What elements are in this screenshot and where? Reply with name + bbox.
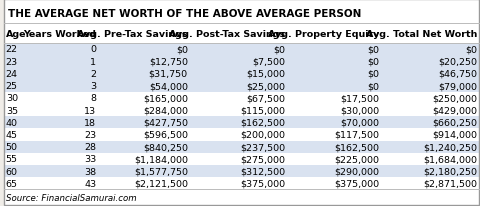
Text: $70,000: $70,000 bbox=[341, 118, 380, 127]
Text: $54,000: $54,000 bbox=[149, 82, 188, 91]
Text: $162,500: $162,500 bbox=[335, 143, 380, 151]
Text: 33: 33 bbox=[84, 155, 96, 164]
Text: $375,000: $375,000 bbox=[240, 179, 285, 188]
Text: $250,000: $250,000 bbox=[432, 94, 477, 103]
Bar bbox=[4, 141, 479, 153]
Text: Avg. Total Net Worth: Avg. Total Net Worth bbox=[366, 29, 477, 38]
Text: 22: 22 bbox=[6, 45, 18, 54]
Text: $1,684,000: $1,684,000 bbox=[423, 155, 477, 164]
Bar bbox=[4, 117, 479, 129]
Text: Source: FinancialSamurai.com: Source: FinancialSamurai.com bbox=[6, 193, 136, 202]
Text: $914,000: $914,000 bbox=[432, 130, 477, 139]
Text: $30,000: $30,000 bbox=[341, 106, 380, 115]
Bar bbox=[4, 165, 479, 177]
Text: 18: 18 bbox=[84, 118, 96, 127]
Text: $375,000: $375,000 bbox=[335, 179, 380, 188]
Text: 28: 28 bbox=[84, 143, 96, 151]
Text: 50: 50 bbox=[6, 143, 18, 151]
Bar bbox=[4, 80, 479, 92]
Text: $429,000: $429,000 bbox=[432, 106, 477, 115]
Text: $162,500: $162,500 bbox=[240, 118, 285, 127]
Text: $1,184,000: $1,184,000 bbox=[134, 155, 188, 164]
Text: $275,000: $275,000 bbox=[240, 155, 285, 164]
Text: 35: 35 bbox=[6, 106, 18, 115]
Text: $25,000: $25,000 bbox=[246, 82, 285, 91]
Text: $67,500: $67,500 bbox=[246, 94, 285, 103]
Text: $225,000: $225,000 bbox=[335, 155, 380, 164]
Text: $284,000: $284,000 bbox=[143, 106, 188, 115]
Bar bbox=[4, 129, 479, 141]
Text: 40: 40 bbox=[6, 118, 18, 127]
Text: $0: $0 bbox=[176, 45, 188, 54]
Text: $165,000: $165,000 bbox=[143, 94, 188, 103]
Text: $427,750: $427,750 bbox=[143, 118, 188, 127]
Bar bbox=[4, 24, 479, 44]
Text: $115,000: $115,000 bbox=[240, 106, 285, 115]
Text: 45: 45 bbox=[6, 130, 18, 139]
Text: $2,180,250: $2,180,250 bbox=[423, 167, 477, 176]
Text: 65: 65 bbox=[6, 179, 18, 188]
Text: $20,250: $20,250 bbox=[438, 57, 477, 66]
Text: $0: $0 bbox=[368, 57, 380, 66]
Text: $15,000: $15,000 bbox=[246, 70, 285, 78]
Text: $0: $0 bbox=[368, 82, 380, 91]
Text: 55: 55 bbox=[6, 155, 18, 164]
Text: 43: 43 bbox=[84, 179, 96, 188]
Text: $7,500: $7,500 bbox=[252, 57, 285, 66]
Bar bbox=[4, 104, 479, 117]
Text: $17,500: $17,500 bbox=[341, 94, 380, 103]
Text: $0: $0 bbox=[465, 45, 477, 54]
Text: $660,250: $660,250 bbox=[432, 118, 477, 127]
Bar bbox=[4, 68, 479, 80]
Text: Years Worked: Years Worked bbox=[24, 29, 96, 38]
Bar bbox=[4, 56, 479, 68]
Text: $840,250: $840,250 bbox=[143, 143, 188, 151]
Text: $596,500: $596,500 bbox=[143, 130, 188, 139]
Text: 2: 2 bbox=[90, 70, 96, 78]
Text: $1,577,750: $1,577,750 bbox=[134, 167, 188, 176]
Text: 38: 38 bbox=[84, 167, 96, 176]
Text: $2,871,500: $2,871,500 bbox=[423, 179, 477, 188]
Bar bbox=[4, 92, 479, 104]
Text: $1,240,250: $1,240,250 bbox=[423, 143, 477, 151]
Bar bbox=[4, 177, 479, 190]
Text: 0: 0 bbox=[90, 45, 96, 54]
Text: $290,000: $290,000 bbox=[335, 167, 380, 176]
Text: $0: $0 bbox=[368, 45, 380, 54]
Text: 13: 13 bbox=[84, 106, 96, 115]
Text: 23: 23 bbox=[6, 57, 18, 66]
Text: Avg. Pre-Tax Savings: Avg. Pre-Tax Savings bbox=[77, 29, 188, 38]
Text: $79,000: $79,000 bbox=[438, 82, 477, 91]
Text: 23: 23 bbox=[84, 130, 96, 139]
Text: $200,000: $200,000 bbox=[240, 130, 285, 139]
Text: $0: $0 bbox=[273, 45, 285, 54]
Text: 30: 30 bbox=[6, 94, 18, 103]
Text: Age: Age bbox=[6, 29, 26, 38]
Bar bbox=[4, 44, 479, 56]
Text: 25: 25 bbox=[6, 82, 18, 91]
Bar bbox=[4, 190, 479, 205]
Text: $237,500: $237,500 bbox=[240, 143, 285, 151]
Text: Avg. Post-Tax Savings: Avg. Post-Tax Savings bbox=[169, 29, 285, 38]
Text: $2,121,500: $2,121,500 bbox=[134, 179, 188, 188]
Text: $46,750: $46,750 bbox=[438, 70, 477, 78]
Bar bbox=[4, 0, 479, 24]
Bar bbox=[4, 153, 479, 165]
Text: THE AVERAGE NET WORTH OF THE ABOVE AVERAGE PERSON: THE AVERAGE NET WORTH OF THE ABOVE AVERA… bbox=[8, 8, 361, 18]
Text: $117,500: $117,500 bbox=[335, 130, 380, 139]
Text: 3: 3 bbox=[90, 82, 96, 91]
Text: $0: $0 bbox=[368, 70, 380, 78]
Text: 8: 8 bbox=[90, 94, 96, 103]
Text: 24: 24 bbox=[6, 70, 18, 78]
Text: Avg. Property Equity: Avg. Property Equity bbox=[268, 29, 380, 38]
Text: $312,500: $312,500 bbox=[240, 167, 285, 176]
Text: 1: 1 bbox=[90, 57, 96, 66]
Text: $12,750: $12,750 bbox=[149, 57, 188, 66]
Text: $31,750: $31,750 bbox=[149, 70, 188, 78]
Text: 60: 60 bbox=[6, 167, 18, 176]
